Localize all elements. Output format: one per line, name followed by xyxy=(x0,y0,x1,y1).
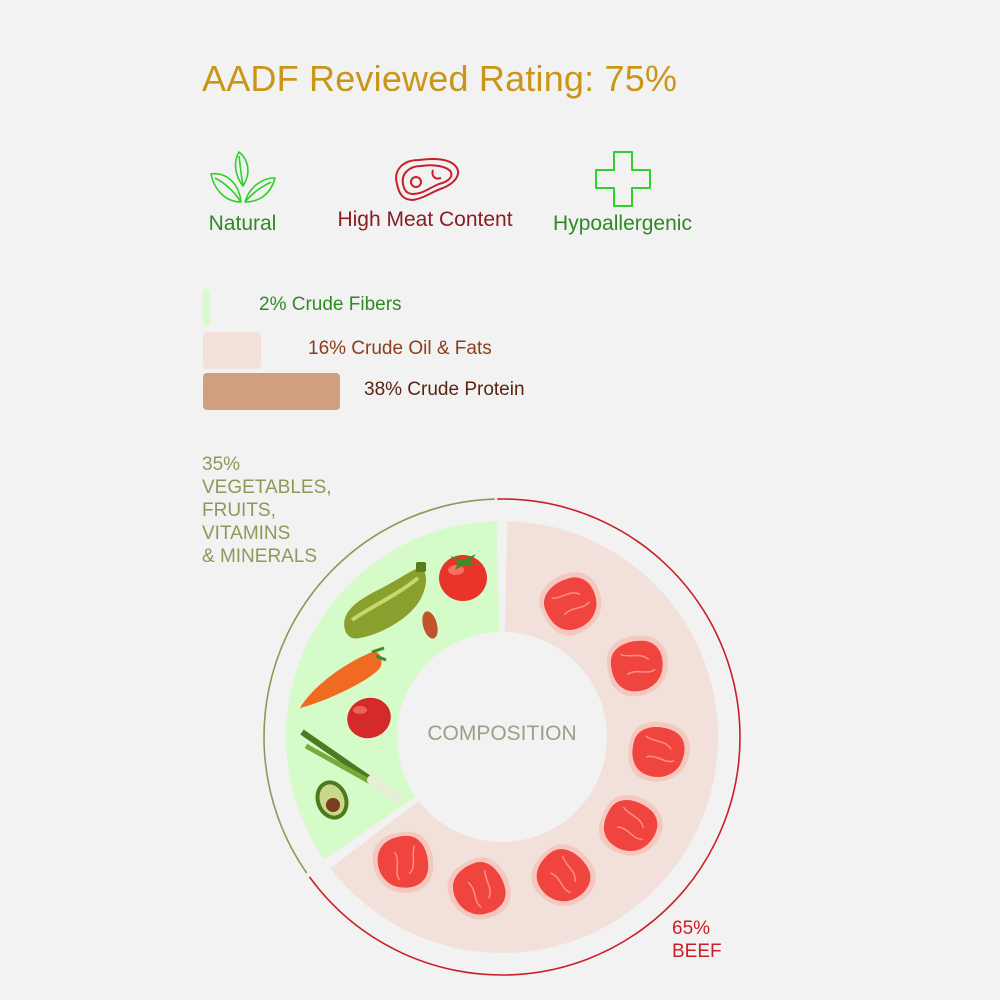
badge-hypoallergenic-label: Hypoallergenic xyxy=(553,212,692,235)
steak-icon xyxy=(447,857,511,920)
badge-high-meat: High Meat Content xyxy=(325,150,525,232)
steak-icon xyxy=(628,721,690,782)
steak-icon xyxy=(599,794,663,856)
nutrient-label-fibers: 2% Crude Fibers xyxy=(259,294,402,315)
segment-text-line: & MINERALS xyxy=(202,546,318,567)
segment-text-line: BEEF xyxy=(672,941,722,962)
center-label: COMPOSITION xyxy=(427,722,576,745)
badge-natural: Natural xyxy=(195,150,290,236)
donut-ring-arc-1 xyxy=(308,498,741,976)
nutrient-label-protein: 38% Crude Protein xyxy=(364,379,525,400)
tomato-icon xyxy=(439,554,487,601)
plum-icon xyxy=(347,697,391,739)
badge-hypoallergenic: Hypoallergenic xyxy=(545,150,700,236)
nutrient-label-oil-fats: 16% Crude Oil & Fats xyxy=(308,338,492,359)
beef-illustration xyxy=(372,572,690,920)
donut-ring-arc-0 xyxy=(263,498,495,874)
steak-icon xyxy=(539,572,602,636)
vegetables-illustration xyxy=(300,554,487,820)
nutrient-bar-protein xyxy=(203,373,340,410)
zucchini-icon xyxy=(344,562,426,639)
avocado-icon xyxy=(315,780,349,820)
carrot-icon xyxy=(300,646,387,708)
segment-text-line: VITAMINS xyxy=(202,523,291,544)
page-title: AADF Reviewed Rating: 75% xyxy=(202,58,678,99)
cross-icon xyxy=(594,151,651,207)
segment-pct-vegetables: 35% xyxy=(202,454,241,475)
nutrient-bar-oil-fats xyxy=(203,332,261,369)
badge-natural-label: Natural xyxy=(208,212,277,235)
segment-label-vegetables: 35% VEGETABLES, FRUITS, VITAMINS & MINER… xyxy=(202,453,332,568)
steak-icon xyxy=(606,635,668,697)
steak-icon xyxy=(372,831,434,893)
donut-slice-0 xyxy=(286,521,500,860)
leaves-icon xyxy=(209,151,276,203)
nutrient-bar-fibers xyxy=(203,289,211,326)
segment-text-line: FRUITS, xyxy=(202,500,276,521)
segment-pct-beef: 65% xyxy=(672,918,711,939)
leek-icon xyxy=(300,729,403,803)
almond-icon xyxy=(422,611,438,639)
badge-high-meat-label: High Meat Content xyxy=(337,208,513,231)
segment-label-beef: 65% BEEF xyxy=(672,917,722,963)
segment-text-line: VEGETABLES, xyxy=(202,477,332,498)
steak-icon xyxy=(395,158,459,201)
steak-icon xyxy=(531,844,596,906)
